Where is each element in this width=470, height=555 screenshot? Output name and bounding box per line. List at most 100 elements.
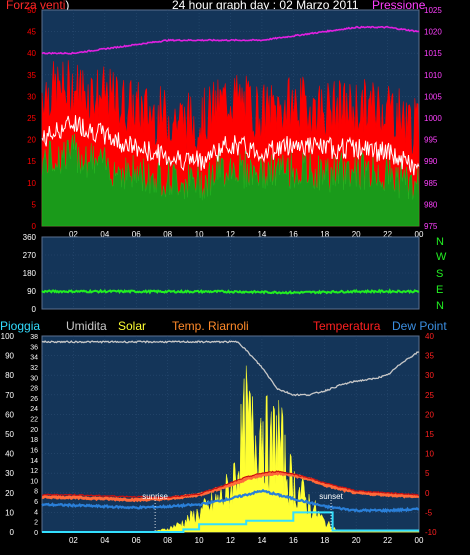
wind-x-tick: 18: [320, 230, 329, 239]
temperature-y-tick: -10: [425, 528, 437, 537]
temperature-y-tick: 5: [425, 469, 430, 478]
rain-y-tick: 6: [34, 499, 38, 506]
compass-s: S: [436, 268, 444, 280]
rain-y-tick: 30: [30, 375, 38, 382]
wind-x-tick: 00: [415, 230, 424, 239]
wind-x-tick: 12: [226, 230, 235, 239]
wind-y-tick: 25: [27, 114, 36, 123]
compass-w: W: [436, 251, 447, 263]
dewpoint-series: [41, 488, 420, 514]
temperature-y-tick: 30: [425, 371, 434, 380]
compass-e: E: [436, 284, 444, 296]
temperature-y-tick: 15: [425, 430, 434, 439]
humidity-y-tick: 0: [10, 528, 15, 537]
graph-title: 24 hour graph day : 02 Marzo 2011: [172, 0, 359, 12]
wind-x-tick: 14: [257, 230, 266, 239]
humidity-y-tick: 40: [5, 450, 14, 459]
rain-y-tick: 34: [30, 355, 38, 362]
wind-y-tick: 40: [27, 49, 36, 58]
direction-y-tick: 360: [23, 233, 37, 242]
climate-x-tick: 16: [289, 536, 298, 545]
climate-x-tick: 04: [100, 536, 109, 545]
wind-y-tick: 0: [32, 222, 37, 231]
humidity-y-tick: 70: [5, 391, 14, 400]
rain-y-tick: 10: [30, 478, 38, 485]
legend-humidity: Umidita: [66, 319, 107, 333]
rain-y-tick: 20: [30, 427, 38, 434]
wind-x-tick: 16: [289, 230, 298, 239]
climate-x-tick: 02: [69, 536, 78, 545]
humidity-y-tick: 50: [5, 430, 14, 439]
wind-y-tick: 15: [27, 157, 36, 166]
pressure-y-tick: 975: [424, 222, 438, 231]
wind-x-tick: 10: [195, 230, 204, 239]
pressure-y-tick: 1000: [424, 114, 442, 123]
humidity-y-tick: 20: [5, 489, 14, 498]
climate-x-tick: 20: [352, 536, 361, 545]
climate-x-tick: 06: [132, 536, 141, 545]
pressure-axis-label: Pressione: [372, 0, 426, 12]
compass-n-bottom: N: [436, 300, 444, 312]
climate-x-tick: 12: [226, 536, 235, 545]
climate-x-tick: 10: [195, 536, 204, 545]
wind-speed-series: [41, 115, 420, 176]
wind-axis-label: Forza venti): [6, 0, 69, 12]
direction-y-tick: 180: [23, 269, 37, 278]
wind-x-tick: 08: [163, 230, 172, 239]
temperature-y-tick: 0: [425, 489, 430, 498]
humidity-y-tick: 80: [5, 371, 14, 380]
pressure-series: [41, 25, 420, 55]
wind-y-tick: 30: [27, 92, 36, 101]
direction-series: [41, 288, 420, 295]
humidity-y-tick: 90: [5, 352, 14, 361]
wind-axis-label-suffix: ): [65, 0, 70, 12]
legend-rain: Pioggia: [0, 319, 41, 333]
humidity-y-tick: 100: [1, 332, 15, 341]
rain-y-tick: 26: [30, 396, 38, 403]
rain-y-tick: 38: [30, 334, 38, 341]
wind-x-tick: 20: [352, 230, 361, 239]
rain-y-tick: 18: [30, 437, 38, 444]
legend-solar: Solar: [118, 319, 147, 333]
climate-x-tick: 18: [320, 536, 329, 545]
wind-y-tick: 45: [27, 28, 36, 37]
riarnoli-series: [41, 470, 420, 499]
pressure-y-tick: 995: [424, 136, 438, 145]
compass-n-top: N: [436, 236, 444, 248]
rain-y-tick: 14: [30, 458, 38, 465]
wind-axis-label-text: Forza venti: [6, 0, 66, 12]
rain-y-tick: 2: [34, 520, 38, 527]
wind-x-tick: 04: [100, 230, 109, 239]
rain-y-tick: 32: [30, 365, 38, 372]
pressure-y-tick: 1010: [424, 71, 442, 80]
rain-series: [42, 511, 419, 533]
sunset-label: sunset: [319, 492, 343, 501]
pressure-y-tick: 980: [424, 200, 438, 209]
rain-y-tick: 8: [34, 489, 38, 496]
wind-x-tick: 06: [132, 230, 141, 239]
wind-average-series: [41, 133, 420, 227]
direction-y-tick: 0: [32, 305, 37, 314]
legend-dewpoint: Dew Point: [392, 319, 447, 333]
humidity-y-tick: 30: [5, 469, 14, 478]
wind-y-tick: 5: [32, 200, 37, 209]
temperature-y-tick: 25: [425, 391, 434, 400]
wind-x-tick: 22: [383, 230, 392, 239]
humidity-y-tick: 60: [5, 410, 14, 419]
temperature-y-tick: 10: [425, 450, 434, 459]
temperature-y-tick: -5: [425, 508, 433, 517]
wind-y-tick: 35: [27, 71, 36, 80]
legend-temperature: Temperatura: [313, 319, 381, 333]
temperature-y-tick: 20: [425, 410, 434, 419]
wind-y-tick: 10: [27, 179, 36, 188]
pressure-y-tick: 1025: [424, 6, 442, 15]
direction-y-tick: 90: [27, 287, 36, 296]
sunrise-label: sunrise: [142, 492, 168, 501]
pressure-y-tick: 1015: [424, 49, 442, 58]
rain-y-tick: 0: [34, 530, 38, 537]
climate-x-tick: 14: [257, 536, 266, 545]
humidity-y-tick: 10: [5, 508, 14, 517]
wind-y-tick: 20: [27, 136, 36, 145]
pressure-y-tick: 990: [424, 157, 438, 166]
